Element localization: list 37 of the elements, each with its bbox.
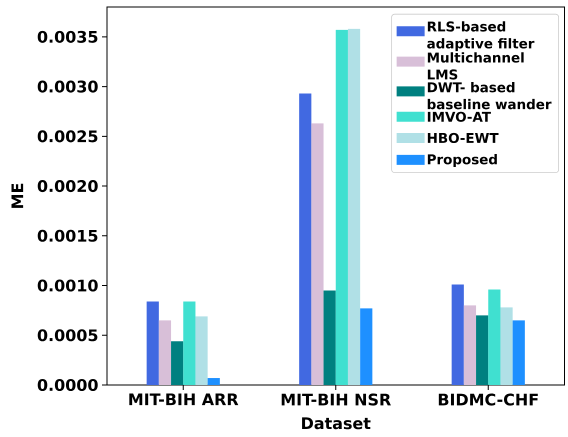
bar	[476, 315, 488, 385]
y-tick-label: 0.0010	[38, 280, 98, 292]
bar	[500, 307, 513, 385]
bar	[336, 30, 348, 385]
x-tick-label: BIDMC-CHF	[438, 394, 538, 406]
bar	[183, 301, 196, 385]
legend-label: DWT- based baseline wander	[428, 82, 552, 110]
bar	[311, 123, 324, 385]
bar	[360, 308, 372, 385]
legend-label: Proposed	[428, 154, 497, 168]
bar	[146, 301, 159, 385]
y-tick-label: 0.0025	[38, 130, 98, 142]
y-tick-label: 0.0005	[38, 329, 98, 342]
bar	[452, 284, 464, 385]
bar	[158, 320, 172, 385]
y-tick-label: 0.0035	[38, 30, 98, 43]
bar	[195, 316, 208, 385]
bar	[171, 341, 184, 385]
legend-label: IMVO-AT	[428, 112, 491, 122]
legend-label: RLS-based adaptive filter	[427, 21, 534, 52]
bar	[348, 28, 360, 385]
bar	[324, 290, 336, 385]
legend-label: HBO-EWT	[428, 132, 499, 144]
bar	[464, 305, 476, 385]
bar	[488, 290, 500, 385]
y-tick-label: 0.0030	[38, 80, 98, 93]
y-axis-title: ME	[12, 184, 24, 208]
x-tick-label: MIT-BIH ARR	[129, 394, 238, 406]
bar	[299, 94, 312, 385]
y-tick-label: 0.0020	[38, 180, 98, 192]
legend-label: Multichannel LMS	[428, 52, 524, 80]
y-tick-label: 0.0015	[38, 230, 98, 242]
x-axis-title: Dataset	[302, 417, 371, 430]
y-tick-label: 0.0000	[38, 378, 98, 392]
x-tick-label: MIT-BIH NSR	[282, 394, 391, 406]
bar	[512, 320, 525, 385]
bar	[208, 378, 220, 385]
